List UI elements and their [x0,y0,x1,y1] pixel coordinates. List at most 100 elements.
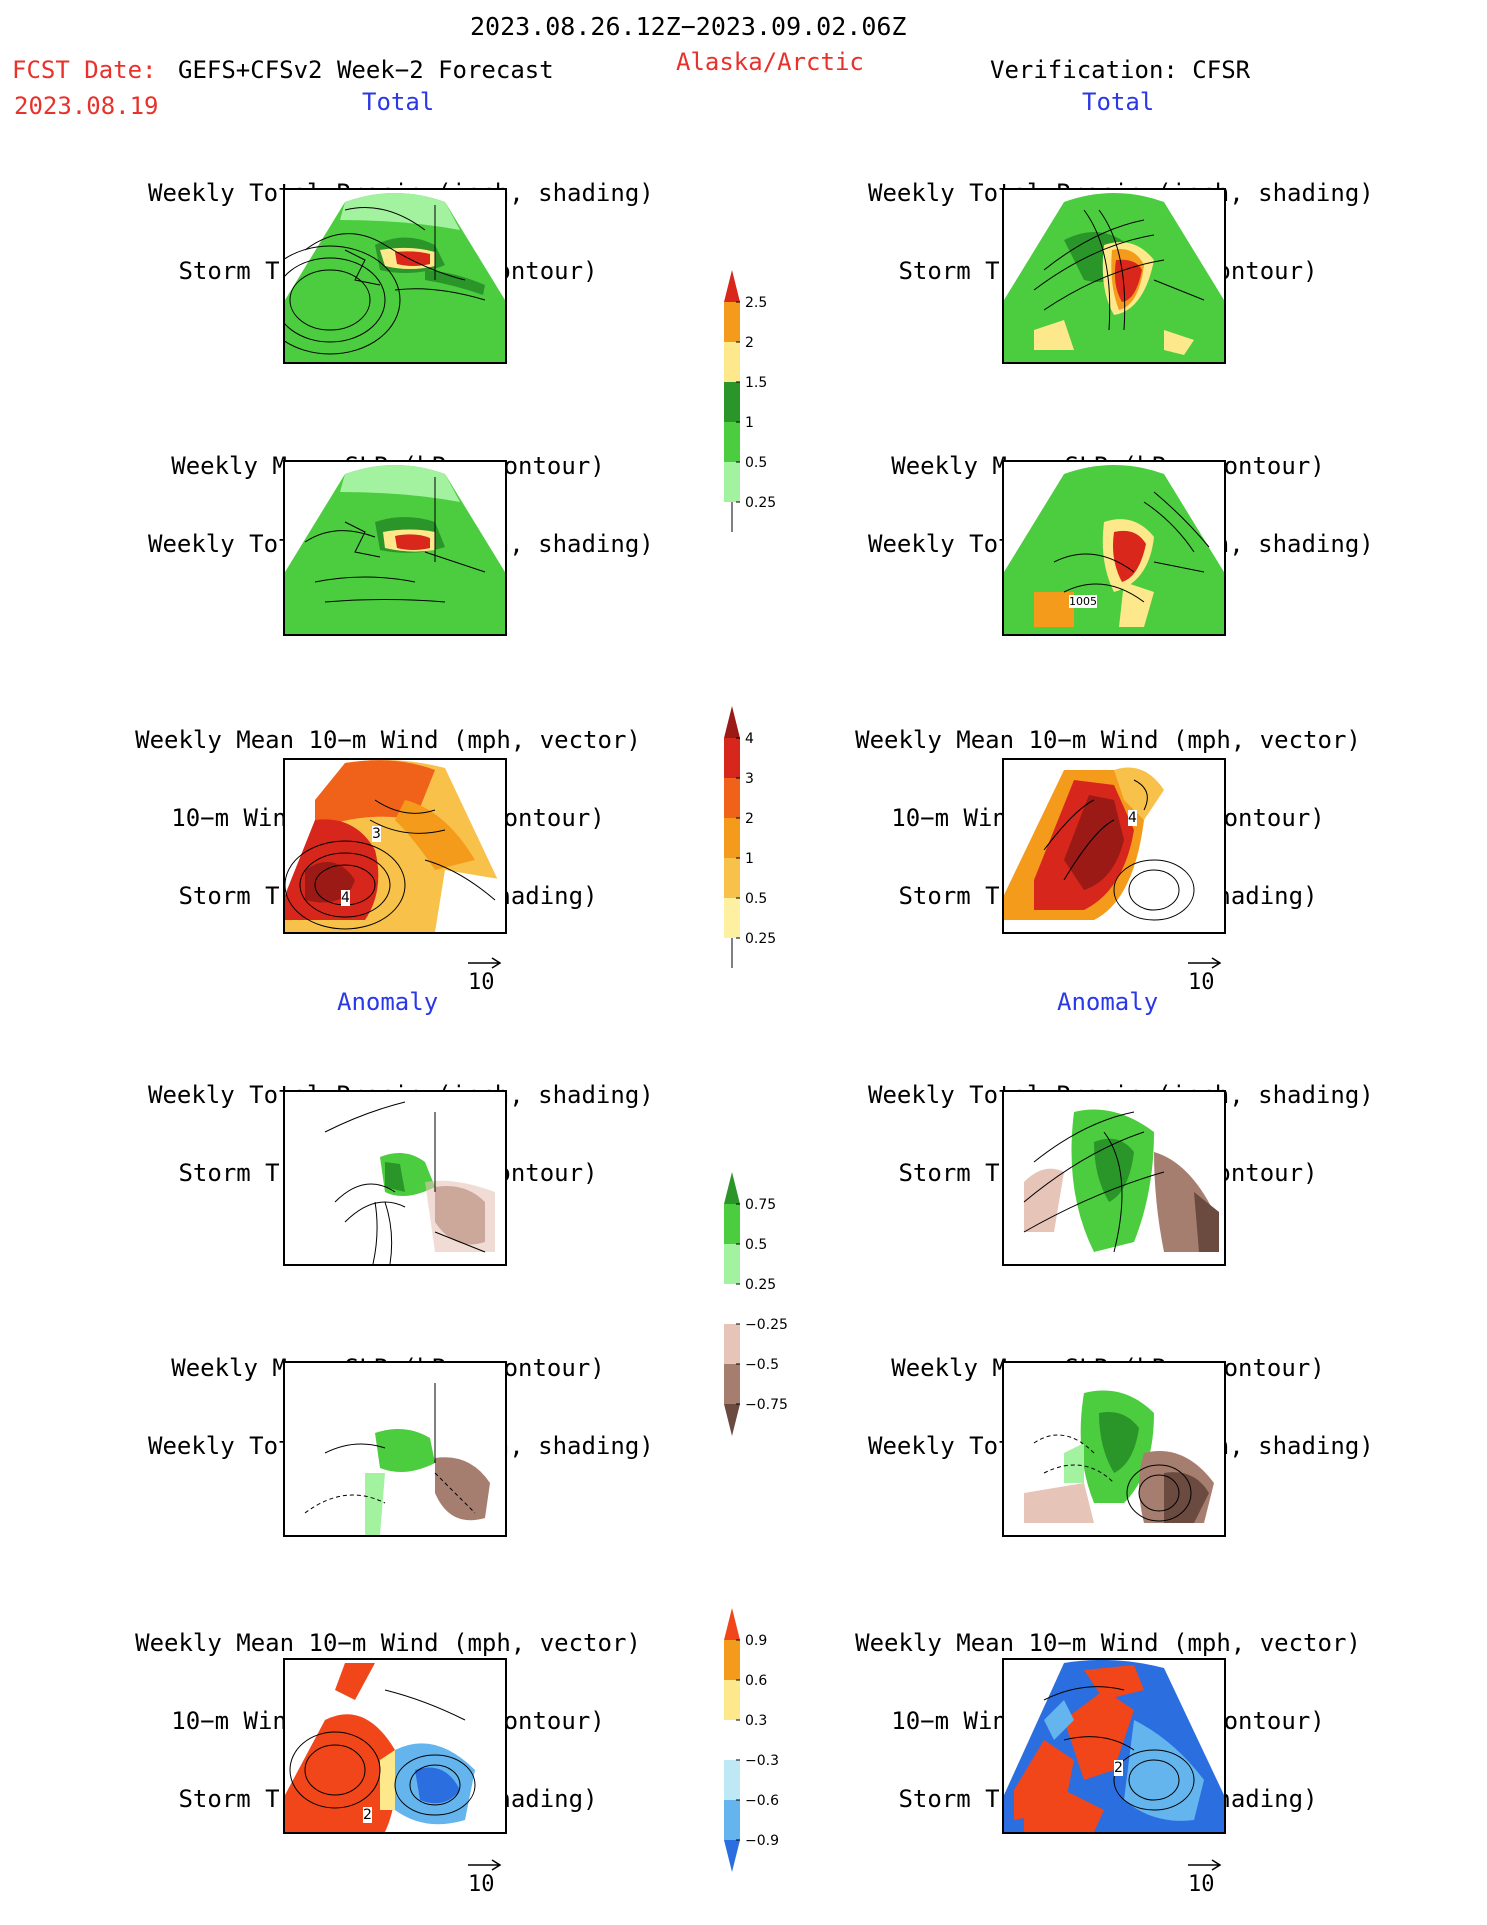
colorbar-label: 0.9 [745,1633,767,1649]
colorbar-cap [724,1404,740,1436]
colorbar-label: 0.5 [745,455,767,471]
map-fcst-precip-total [283,188,507,364]
colorbar-label: −0.3 [745,1753,779,1769]
vector-ref-label: 10 [1188,1872,1215,1897]
map-fcst-slp-anom [283,1361,507,1537]
colorbar-precip-total-svg: 2.5 2 1.5 1 0.5 0.25 [724,270,776,532]
vector-ref-verif-anom: 10 [1188,1859,1222,1897]
map-verif-wind-anom: 2 [1002,1658,1226,1834]
colorbar-label: −0.5 [745,1357,779,1373]
colorbar-label: 0.25 [745,1277,776,1293]
colorbar-label: −0.75 [745,1397,788,1413]
colorbar-box [724,1364,740,1404]
vector-ref-label: 10 [468,1872,495,1897]
colorbar-label: 0.25 [745,495,776,511]
colorbar-box [724,302,740,342]
title-line: Weekly Mean 10−m Wind (mph, vector) [135,726,641,754]
colorbar-box [724,1800,740,1840]
colorbar-label: −0.6 [745,1793,779,1809]
colorbar-storm-total: 4 3 2 1 0.5 0.25 [724,706,804,1000]
map-fcst-precip-anom [283,1090,507,1266]
colorbar-label: −0.9 [745,1833,779,1849]
colorbar-label: 3 [745,771,754,787]
fcst-date-label: FCST Date: [12,56,157,84]
colorbar-precip-anom: 0.75 0.5 0.25 −0.25 −0.5 −0.75 [724,1172,804,1466]
colorbar-box [724,1204,740,1244]
colorbar-cap [724,1172,740,1204]
colorbar-box [724,422,740,462]
map-verif-wind-total: 4 [1002,758,1226,934]
verification-label: Verification: CFSR [990,56,1251,84]
colorbar-box [724,342,740,382]
vector-ref-label: 10 [1188,970,1215,995]
colorbar-precip-anom-svg: 0.75 0.5 0.25 −0.25 −0.5 −0.75 [724,1172,788,1436]
vector-ref-label: 10 [468,970,495,995]
vector-ref-fcst-total: 10 [468,957,502,995]
colorbar-label: 1 [745,415,754,431]
colorbar-cap [724,270,740,302]
colorbar-label: 0.5 [745,1237,767,1253]
arrow-right-icon [1188,957,1222,969]
section-anomaly-right: Anomaly [1057,988,1159,1016]
section-total-right: Total [1082,88,1155,116]
colorbar-label: −0.25 [745,1317,788,1333]
colorbar-label: 0.25 [745,931,776,947]
contour-label: 4 [341,890,350,906]
colorbar-label: 2 [745,811,754,827]
title-line: Weekly Mean 10−m Wind (mph, vector) [855,726,1361,754]
colorbar-precip-total: 2.5 2 1.5 1 0.5 0.25 [724,270,804,564]
colorbar-box [724,898,740,938]
vector-ref-verif-total: 10 [1188,957,1222,995]
colorbar-box [724,1284,740,1324]
colorbar-box [724,382,740,422]
colorbar-box [724,1244,740,1284]
map-fcst-wind-anom: 2 [283,1658,507,1834]
colorbar-box [724,738,740,778]
colorbar-box [724,858,740,898]
colorbar-cap [724,706,740,738]
map-fcst-wind-total: 3 4 [283,758,507,934]
colorbar-box [724,462,740,502]
fcst-model: GEFS+CFSv2 Week−2 Forecast [178,56,554,84]
map-verif-slp-anom [1002,1361,1226,1537]
title-line: Weekly Mean 10−m Wind (mph, vector) [855,1629,1361,1657]
arrow-right-icon [468,1859,502,1871]
colorbar-box [724,1324,740,1364]
title-line: Weekly Mean 10−m Wind (mph, vector) [135,1629,641,1657]
contour-label: 1005 [1069,595,1097,608]
contour-label: 2 [1114,1760,1123,1776]
colorbar-storm-anom: 0.9 0.6 0.3 −0.3 −0.6 −0.9 [724,1608,804,1902]
contour-label: 4 [1128,810,1137,826]
map-verif-precip-total [1002,188,1226,364]
map-verif-precip-anom [1002,1090,1226,1266]
arrow-right-icon [468,957,502,969]
section-total-left: Total [362,88,435,116]
colorbar-box [724,1640,740,1680]
colorbar-cap [724,1840,740,1872]
colorbar-box [724,1680,740,1720]
contour-label: 2 [363,1807,372,1823]
colorbar-box [724,1760,740,1800]
vector-ref-fcst-anom: 10 [468,1859,502,1897]
colorbar-box [724,778,740,818]
colorbar-label: 1.5 [745,375,767,391]
colorbar-label: 0.6 [745,1673,767,1689]
colorbar-box [724,818,740,858]
colorbar-label: 0.5 [745,891,767,907]
contour-label: 3 [372,826,381,842]
colorbar-cap [724,1608,740,1640]
colorbar-storm-anom-svg: 0.9 0.6 0.3 −0.3 −0.6 −0.9 [724,1608,779,1872]
period-title: 2023.08.26.12Z−2023.09.02.06Z [470,12,907,41]
region-label: Alaska/Arctic [676,48,864,76]
section-anomaly-left: Anomaly [337,988,439,1016]
colorbar-label: 2 [745,335,754,351]
colorbar-label: 4 [745,731,754,747]
colorbar-label: 1 [745,851,754,867]
colorbar-label: 0.3 [745,1713,767,1729]
arrow-right-icon [1188,1859,1222,1871]
map-verif-slp-total: 1005 [1002,460,1226,636]
fcst-date: 2023.08.19 [14,92,159,120]
colorbar-storm-total-svg: 4 3 2 1 0.5 0.25 [724,706,776,968]
colorbar-label: 2.5 [745,295,767,311]
colorbar-box [724,1720,740,1760]
